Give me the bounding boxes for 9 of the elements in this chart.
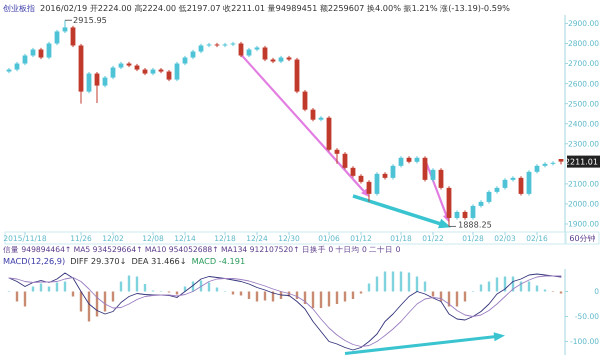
text: MACD -4.191 xyxy=(192,256,246,266)
annotation: 2915.95 xyxy=(73,15,107,26)
chart-subtitle: 2016/02/19 开2224.00 高2224.00 低2197.07 收2211.01 量94989451 额2259607 换4.00% 振1.21% 涨(-13.19)-0.59% xyxy=(40,3,510,13)
x-axis-title: 60分钟 xyxy=(569,234,596,243)
text: DEA 31.466↓ xyxy=(131,256,187,266)
annotation: 1888.25 xyxy=(458,219,492,230)
text: DIFF 29.370↓ xyxy=(70,256,126,266)
chart-title: 创业板指 xyxy=(3,3,35,13)
chart-title: MACD(12,26,9) xyxy=(3,256,66,266)
